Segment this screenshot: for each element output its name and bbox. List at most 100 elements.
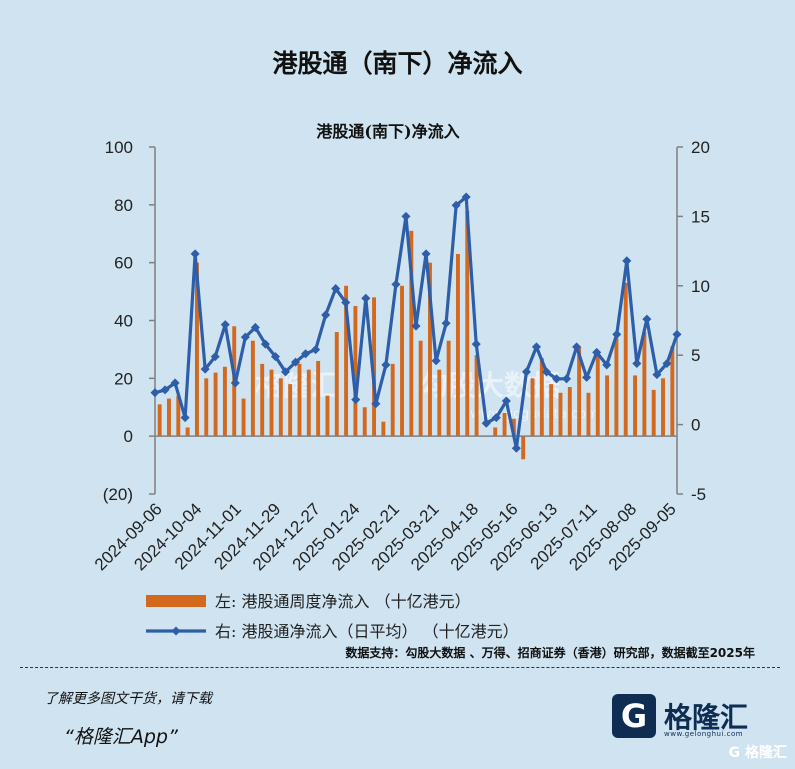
weekly-bar bbox=[390, 363, 395, 437]
axes: (20) 0 20 40 60 80 100 -5 0 5 10 15 20 bbox=[103, 138, 710, 504]
weekly-bar bbox=[605, 375, 610, 437]
weekly-bar bbox=[185, 427, 190, 437]
right-tick-label: 15 bbox=[691, 207, 710, 226]
weekly-bar bbox=[213, 372, 218, 437]
weekly-bar bbox=[474, 355, 479, 437]
left-tick-label: (20) bbox=[103, 485, 133, 504]
line-point bbox=[441, 318, 451, 328]
line-point bbox=[351, 395, 361, 405]
left-tick-label: 60 bbox=[114, 254, 133, 273]
brand-block: G 格隆汇 www.gelonghui.com bbox=[612, 694, 782, 742]
weekly-bar bbox=[400, 285, 404, 437]
line-point bbox=[311, 345, 321, 355]
weekly-bar bbox=[437, 369, 442, 437]
weekly-bar bbox=[409, 230, 414, 437]
chart-title: 港股通(南下)净流入 bbox=[316, 122, 459, 141]
weekly-bar bbox=[549, 384, 554, 437]
line-point bbox=[230, 378, 240, 388]
left-tick-label: 40 bbox=[114, 312, 133, 331]
weekly-bar bbox=[362, 407, 367, 437]
weekly-bar bbox=[306, 369, 311, 437]
weekly-bar bbox=[260, 363, 265, 437]
weekly-bar bbox=[325, 395, 330, 437]
line-point bbox=[562, 374, 572, 384]
weekly-bar bbox=[334, 332, 339, 437]
weekly-bar bbox=[222, 366, 227, 437]
weekly-bar bbox=[316, 360, 321, 437]
right-tick-label: 5 bbox=[691, 346, 700, 365]
weekly-bar bbox=[642, 332, 647, 437]
line-point bbox=[632, 359, 642, 369]
legend-line-marker bbox=[171, 626, 181, 636]
weekly-bar bbox=[539, 358, 544, 437]
weekly-bar bbox=[614, 337, 619, 437]
weekly-bar bbox=[661, 378, 665, 437]
line-series bbox=[150, 192, 682, 453]
line-point bbox=[642, 314, 652, 324]
legend: 左: 港股通周度净流入 （十亿港元） 右: 港股通净流入（日平均） （十亿港元） bbox=[146, 592, 519, 641]
chart: 格隆汇勾股大数据www.gogudata.com 港股通(南下)净流入 (20)… bbox=[91, 122, 710, 641]
legend-bar-swatch bbox=[146, 595, 206, 607]
legend-bar-label: 左: 港股通周度净流入 （十亿港元） bbox=[215, 592, 471, 611]
left-tick-label: 80 bbox=[114, 196, 133, 215]
left-tick-label: 0 bbox=[124, 427, 133, 446]
x-tick-labels: 2024-09-062024-10-042024-11-012024-11-29… bbox=[91, 499, 680, 574]
line-point bbox=[180, 413, 190, 423]
weekly-bar bbox=[633, 375, 638, 437]
weekly-bar bbox=[455, 253, 460, 437]
watermark: 格隆汇勾股大数据www.gogudata.com bbox=[255, 369, 599, 422]
line-point bbox=[541, 367, 552, 377]
line-point bbox=[321, 310, 331, 320]
source-note: 数据支持：勾股大数据 、万得、招商证券（香港）研究部，数据截至2025年 bbox=[345, 646, 755, 660]
weekly-bar bbox=[269, 369, 274, 437]
weekly-bar bbox=[595, 355, 600, 437]
bar-series bbox=[157, 210, 675, 460]
line-point bbox=[552, 374, 562, 384]
right-tick-label: -5 bbox=[691, 485, 706, 504]
line-point bbox=[200, 364, 210, 374]
weekly-bar bbox=[344, 285, 349, 437]
weekly-bar bbox=[372, 297, 377, 437]
weekly-bar bbox=[288, 384, 293, 437]
weekly-bar bbox=[465, 210, 470, 437]
right-tick-label: 0 bbox=[691, 416, 700, 435]
line-point bbox=[401, 211, 411, 221]
watermark-right-text: 勾股大数据 bbox=[420, 369, 560, 402]
line-point bbox=[521, 367, 531, 377]
left-tick-label: 100 bbox=[105, 138, 133, 157]
line-point bbox=[672, 329, 682, 339]
weekly-bar bbox=[670, 346, 675, 437]
legend-line-label: 右: 港股通净流入（日平均） （十亿港元） bbox=[215, 622, 519, 641]
weekly-bar bbox=[502, 413, 507, 437]
line-point bbox=[361, 293, 371, 303]
weekly-bar bbox=[511, 418, 516, 437]
line-point bbox=[391, 279, 401, 289]
right-tick-label: 20 bbox=[691, 138, 710, 157]
line-point bbox=[622, 256, 632, 266]
weekly-bar bbox=[493, 427, 498, 437]
weekly-bar bbox=[567, 387, 572, 437]
weekly-bar bbox=[446, 340, 451, 437]
weekly-bar bbox=[577, 346, 582, 437]
line-point bbox=[421, 249, 431, 259]
line-point bbox=[190, 249, 200, 259]
line-point bbox=[582, 372, 592, 382]
page-title: 港股通（南下）净流入 bbox=[272, 49, 523, 78]
line-point bbox=[612, 329, 622, 339]
weekly-bar bbox=[297, 363, 302, 437]
line-point bbox=[160, 385, 170, 395]
line-point bbox=[381, 360, 391, 370]
line-point bbox=[511, 443, 521, 453]
corner-watermark: G 格隆汇 bbox=[728, 745, 787, 761]
weekly-bar bbox=[241, 398, 246, 437]
brand-url: www.gelonghui.com bbox=[664, 730, 744, 738]
line-point bbox=[210, 352, 220, 362]
footer-app-name: “格隆汇App” bbox=[64, 726, 178, 748]
weekly-bar bbox=[250, 340, 255, 437]
weekly-bar bbox=[157, 404, 162, 437]
weekly-bar bbox=[530, 378, 535, 437]
footer-promo: 了解更多图文干货，请下载 bbox=[44, 691, 212, 707]
weekly-bar bbox=[418, 340, 423, 437]
brand-logo-icon: G bbox=[612, 694, 656, 738]
right-tick-label: 10 bbox=[691, 277, 710, 296]
